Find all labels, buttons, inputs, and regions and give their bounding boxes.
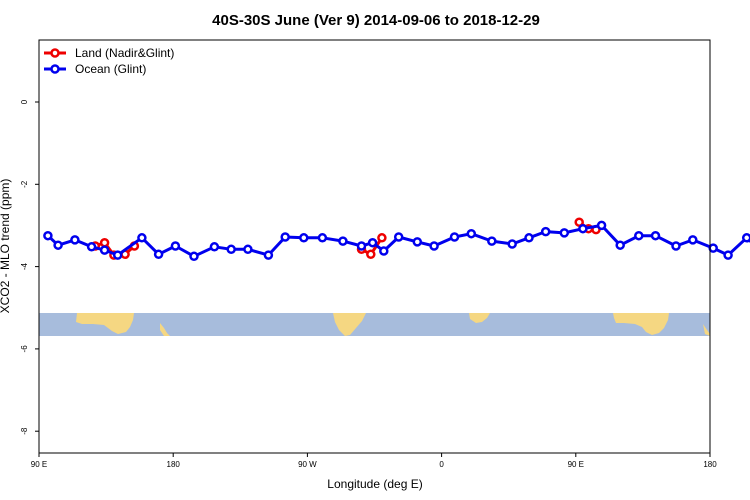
legend-entry: Land (Nadir&Glint) <box>44 46 174 60</box>
data-point <box>366 249 376 260</box>
data-point <box>574 217 584 227</box>
x-tick-label: 0 <box>439 460 444 469</box>
data-point <box>377 233 387 243</box>
series-land <box>90 217 601 260</box>
data-point <box>634 230 644 241</box>
legend-entry: Ocean (Glint) <box>44 62 146 76</box>
x-axis: 90 E 180 90 W 0 90 E 180 <box>31 453 717 469</box>
data-point <box>86 242 97 252</box>
data-point <box>112 250 123 260</box>
chart-title: 40S-30S June (Ver 9) 2014-09-06 to 2018-… <box>212 12 540 29</box>
ocean-band <box>39 313 710 336</box>
data-point <box>578 223 588 234</box>
x-tick-label: 90 E <box>568 460 584 469</box>
land-shape <box>160 323 170 336</box>
data-point <box>356 241 367 251</box>
data-point <box>650 230 661 241</box>
data-point <box>153 249 164 260</box>
data-point <box>741 233 750 243</box>
legend: Land (Nadir&Glint) Ocean (Glint) <box>44 46 174 76</box>
data-point <box>99 245 110 255</box>
data-point <box>507 239 517 249</box>
data-point <box>263 250 274 260</box>
land-shape <box>76 313 134 334</box>
data-point <box>393 232 404 242</box>
x-tick-label: 90 W <box>298 460 317 469</box>
data-point <box>524 233 534 243</box>
land-shape <box>333 313 366 336</box>
data-point <box>412 237 423 247</box>
data-point <box>99 237 110 248</box>
y-tick-label: 0 <box>20 99 29 104</box>
data-point <box>449 232 460 242</box>
map-strip <box>39 313 710 336</box>
legend-swatch-marker <box>50 64 60 74</box>
data-point <box>280 232 290 242</box>
data-point <box>615 240 625 250</box>
data-point <box>688 235 698 245</box>
data-point <box>379 246 389 256</box>
data-point <box>43 230 53 241</box>
legend-label: Land (Nadir&Glint) <box>75 46 174 60</box>
land-shape <box>613 313 669 335</box>
y-axis: 0 -2 -4 -6 -8 <box>20 99 39 435</box>
data-point <box>137 233 147 243</box>
data-point <box>559 228 570 238</box>
x-axis-label: Longitude (deg E) <box>327 477 422 491</box>
data-point <box>466 228 477 239</box>
data-point <box>226 244 236 255</box>
legend-swatch-marker <box>50 48 60 58</box>
data-point <box>487 236 497 246</box>
y-tick-label: -8 <box>20 427 29 435</box>
y-tick-label: -2 <box>20 180 29 188</box>
data-point <box>540 226 551 237</box>
data-point <box>429 241 439 251</box>
data-point <box>317 233 328 243</box>
data-point <box>708 243 718 253</box>
x-tick-label: 180 <box>167 460 181 469</box>
y-axis-label: XCO2 - MLO trend (ppm) <box>0 179 12 314</box>
y-tick-label: -6 <box>20 345 29 353</box>
x-tick-label: 90 E <box>31 460 47 469</box>
series-layer <box>43 217 750 262</box>
data-point <box>209 242 220 252</box>
data-point <box>596 220 607 231</box>
land-shape <box>469 313 490 323</box>
data-point <box>299 233 309 243</box>
data-point <box>70 235 80 245</box>
data-point <box>53 240 63 250</box>
x-tick-label: 180 <box>703 460 717 469</box>
plot-frame <box>38 39 711 454</box>
land-shape <box>703 324 710 336</box>
data-point <box>723 250 733 260</box>
legend-label: Ocean (Glint) <box>75 62 146 76</box>
series-ocean <box>43 220 750 262</box>
data-point <box>671 241 681 251</box>
data-point <box>367 237 378 248</box>
y-tick-label: -4 <box>20 262 29 270</box>
data-point <box>170 241 181 251</box>
data-point <box>189 251 199 262</box>
data-point <box>338 236 348 246</box>
data-point <box>243 244 253 255</box>
